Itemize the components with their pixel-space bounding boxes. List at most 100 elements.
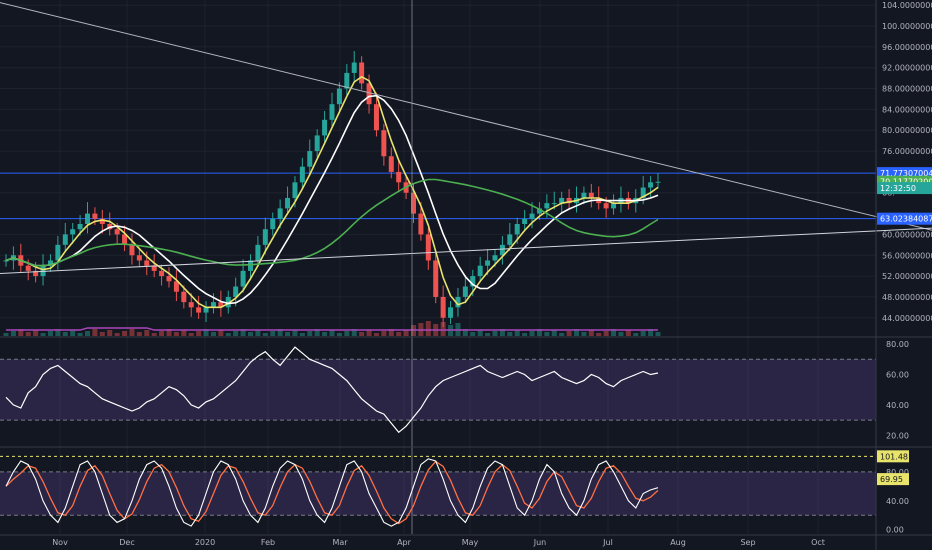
time-tick-label: Aug (670, 538, 686, 547)
price-tick-label: 80.00000000 (882, 126, 932, 135)
time-tick-label: Nov (52, 538, 68, 547)
volume-bar-25 (188, 333, 194, 336)
volume-bar-5 (40, 333, 46, 336)
volume-bar-76 (566, 331, 572, 336)
volume-bar-3 (25, 332, 31, 336)
candle-body-19 (144, 260, 150, 266)
ma-long-line (5, 178, 659, 267)
candle-body-35 (262, 229, 268, 245)
volume-bars (3, 321, 661, 336)
price-tick-label: 60.00000000 (882, 230, 932, 239)
time-tick-label: Mar (332, 538, 348, 547)
candle-body-37 (277, 208, 283, 219)
candle-body-66 (492, 255, 498, 261)
volume-bar-10 (77, 333, 83, 336)
candle-body-16 (122, 234, 128, 245)
price-tick-label: 92.00000000 (882, 64, 932, 73)
candle-body-28 (210, 302, 216, 308)
stoch-top-tag-label: 101.48 (880, 452, 908, 461)
stoch-current-tag-label: 69.95 (880, 475, 903, 484)
ma-fast-line (5, 75, 659, 309)
volume-bar-21 (159, 331, 165, 336)
volume-bar-2 (18, 329, 24, 336)
volume-bar-11 (85, 331, 90, 336)
volume-bar-24 (181, 330, 187, 336)
candle-body-30 (225, 296, 231, 308)
candle-body-50 (373, 104, 379, 131)
volume-bar-65 (485, 333, 491, 336)
time-tick-label: Dec (119, 538, 134, 547)
time-tick-label: Feb (261, 538, 275, 547)
candle-body-31 (233, 286, 239, 297)
volume-bar-59 (440, 322, 446, 336)
price-tag-bg (877, 212, 932, 225)
candle-body-88 (655, 181, 661, 183)
volume-bar-39 (292, 330, 298, 336)
rsi-band (0, 358, 876, 421)
time-tick-label: Jun (533, 538, 547, 547)
price-axis[interactable]: 104.00000000 100.00000000 96.00000000 92.00… (882, 1, 932, 534)
volume-bar-7 (55, 329, 61, 336)
trendlines (0, 2, 932, 274)
trendline-ascending (0, 227, 932, 274)
candle-body-71 (529, 213, 535, 219)
price-tag-label: 63.02384087 (880, 215, 932, 224)
candle-body-34 (255, 244, 261, 261)
time-tick-label: Sep (740, 538, 755, 547)
volume-bar-26 (196, 331, 202, 336)
candle-body-48 (359, 62, 365, 84)
time-tick-label: 2020 (195, 538, 215, 547)
candle-body-52 (388, 156, 394, 172)
candle-body-41 (307, 151, 313, 167)
candle-body-65 (485, 260, 491, 266)
volume-bar-8 (62, 332, 68, 336)
candle-body-63 (470, 276, 476, 287)
volume-bar-82 (611, 329, 617, 336)
candle-body-7 (55, 244, 61, 261)
candle-body-10 (77, 224, 83, 230)
candle-body-72 (536, 208, 542, 214)
volume-bar-62 (462, 329, 468, 336)
rsi-tick-label: 80.00 (886, 340, 909, 349)
volume-bar-54 (403, 330, 409, 336)
volume-bar-38 (285, 332, 291, 336)
time-tick-label: Oct (811, 538, 825, 547)
candle-body-51 (381, 130, 387, 157)
candle-body-86 (640, 187, 646, 198)
candle-body-17 (129, 244, 135, 256)
volume-bar-68 (507, 332, 513, 336)
volume-bar-12 (92, 329, 98, 336)
candle-body-26 (196, 307, 202, 313)
volume-bar-80 (596, 333, 602, 336)
volume-bar-74 (551, 330, 557, 336)
volume-bar-48 (359, 332, 365, 336)
time-axis[interactable]: Nov Dec 2020 Feb Mar Apr May Jun Jul Aug Sep Oct (52, 538, 825, 547)
candle-body-40 (299, 166, 305, 183)
volume-bar-14 (107, 330, 113, 336)
rsi-tick-label: 20.00 (886, 431, 909, 440)
volume-bar-31 (233, 331, 239, 336)
volume-bar-73 (544, 332, 550, 336)
volume-bar-0 (3, 333, 9, 336)
trendline-descending (0, 2, 932, 231)
candle-body-49 (366, 83, 372, 105)
candle-body-55 (411, 192, 416, 214)
candle-body-13 (99, 218, 105, 224)
candle-body-53 (396, 171, 402, 183)
candle-body-75 (559, 197, 565, 204)
volume-bar-75 (559, 333, 565, 336)
volume-bar-32 (240, 329, 246, 336)
price-tick-label: 56.00000000 (882, 251, 932, 260)
candle-body-79 (588, 192, 594, 198)
price-tick-label: 48.00000000 (882, 293, 932, 302)
volume-bar-57 (425, 321, 431, 336)
candle-body-12 (92, 213, 98, 219)
stoch-band (0, 455, 876, 516)
volume-bar-71 (529, 331, 535, 336)
stoch-k-line (5, 458, 659, 527)
volume-bar-33 (248, 332, 253, 336)
volume-bar-86 (640, 331, 646, 336)
volume-bar-6 (47, 331, 53, 336)
volume-bar-43 (322, 332, 328, 336)
